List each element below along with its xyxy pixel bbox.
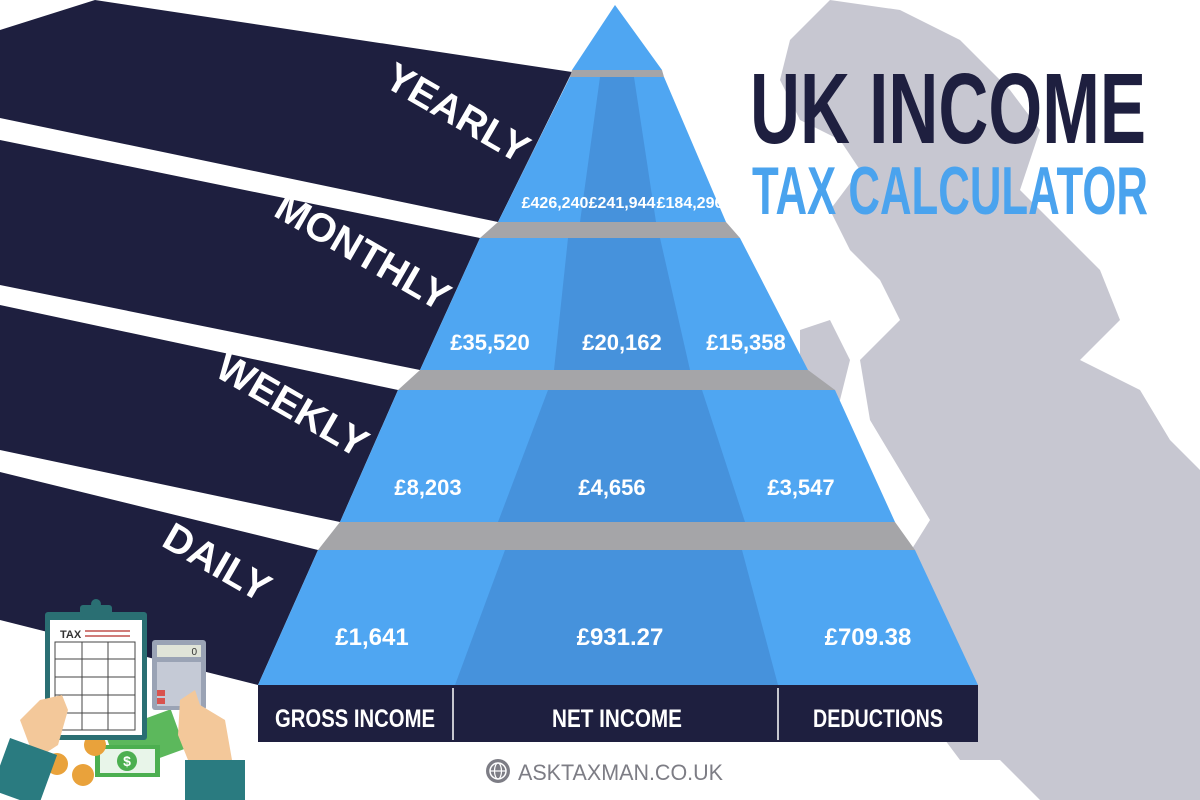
yearly-gross: £426,240	[522, 195, 589, 212]
tier-daily	[258, 550, 978, 685]
tier-weekly	[318, 390, 915, 550]
daily-deductions: £709.38	[825, 624, 912, 651]
uk-map	[780, 0, 1200, 800]
pyramid-apex-slab	[570, 70, 664, 77]
hand-icon	[0, 690, 245, 800]
title-line2: TAX CALCULATOR	[752, 153, 1148, 229]
tax-illustration: $ TAX 0	[0, 599, 245, 800]
weekly-deductions: £3,547	[767, 475, 834, 500]
column-header-bar	[258, 685, 978, 742]
svg-text:$: $	[123, 753, 131, 769]
calculator-display: 0	[191, 647, 197, 658]
band-weekly	[0, 305, 398, 522]
clipboard-label: TAX	[60, 629, 82, 641]
band-monthly	[0, 140, 480, 370]
title-line1: UK INCOME	[750, 53, 1146, 165]
monthly-gross: £35,520	[450, 330, 530, 355]
column-net-income: NET INCOME	[552, 705, 682, 733]
monthly-net: £20,162	[582, 330, 662, 355]
tier-yearly	[480, 77, 740, 238]
weekly-net: £4,656	[578, 475, 645, 500]
yearly-deductions: £184,296	[657, 195, 724, 212]
daily-net: £931.27	[577, 624, 664, 651]
yearly-net: £241,944	[589, 195, 656, 212]
tier-monthly	[398, 238, 835, 390]
band-yearly	[0, 0, 572, 222]
globe-icon	[486, 759, 510, 783]
monthly-deductions: £15,358	[706, 330, 786, 355]
banknote-icon: $	[95, 709, 186, 777]
daily-gross: £1,641	[335, 624, 408, 651]
pyramid-apex	[572, 5, 662, 70]
column-gross-income: GROSS INCOME	[275, 705, 435, 733]
weekly-gross: £8,203	[394, 475, 461, 500]
clipboard-icon: TAX	[45, 599, 147, 740]
website-link[interactable]: ASKTAXMAN.CO.UK	[518, 760, 723, 785]
column-deductions: DEDUCTIONS	[813, 705, 943, 733]
